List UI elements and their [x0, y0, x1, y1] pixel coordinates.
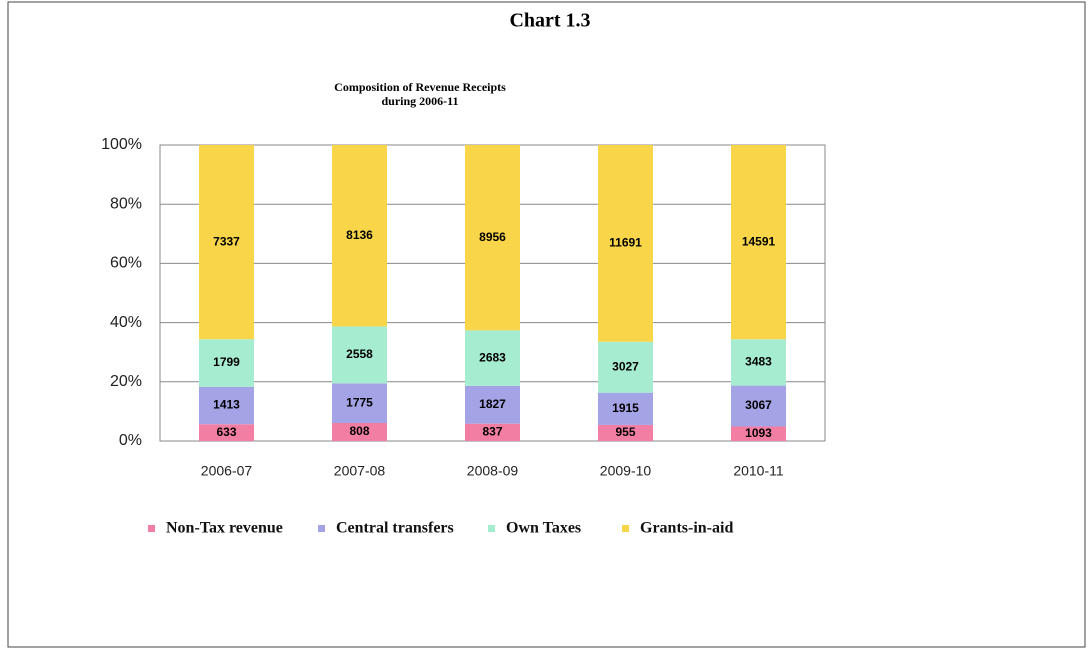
bar-segment — [731, 385, 786, 427]
bar-segment — [199, 339, 254, 387]
data-label: 2683 — [479, 350, 506, 364]
bar-segment — [598, 341, 653, 393]
x-tick-label: 2010-11 — [733, 463, 784, 479]
data-label: 955 — [615, 425, 635, 439]
bar-segment — [199, 145, 254, 340]
y-tick-label: 60% — [110, 255, 142, 272]
bar-segment — [332, 326, 387, 384]
data-label: 837 — [482, 425, 502, 439]
legend-swatch — [488, 525, 495, 532]
legend-label: Non-Tax revenue — [166, 520, 283, 537]
bar-segment — [332, 383, 387, 423]
bar-segment — [731, 145, 786, 340]
bar-segment — [598, 424, 653, 441]
legend-label: Own Taxes — [506, 520, 581, 537]
data-label: 8956 — [479, 230, 506, 244]
legend-label: Grants-in-aid — [640, 520, 733, 537]
data-label: 2558 — [346, 347, 373, 361]
legend-swatch — [318, 525, 325, 532]
data-label: 3067 — [745, 398, 772, 412]
data-label: 8136 — [346, 228, 373, 242]
x-tick-label: 2008-09 — [467, 463, 519, 479]
legend-swatch — [622, 525, 629, 532]
x-tick-label: 2006-07 — [201, 463, 253, 479]
bar-segment — [731, 426, 786, 441]
chart-title: Chart 1.3 — [509, 10, 590, 32]
data-label: 1799 — [213, 355, 240, 369]
bar-segment — [731, 339, 786, 386]
bar-segment — [598, 145, 653, 342]
data-label: 3027 — [612, 359, 639, 373]
legend-label: Central transfers — [336, 520, 454, 537]
data-label: 11691 — [609, 236, 642, 250]
y-tick-label: 80% — [110, 195, 142, 212]
data-label: 7337 — [213, 234, 240, 248]
bar-segment — [598, 392, 653, 425]
bar-segment — [465, 423, 520, 441]
data-label: 1775 — [346, 395, 373, 409]
data-label: 3483 — [745, 355, 772, 369]
y-tick-label: 40% — [110, 314, 142, 331]
x-tick-label: 2009-10 — [600, 463, 652, 479]
bar-segment — [199, 424, 254, 441]
bar-segment — [332, 422, 387, 441]
data-label: 1827 — [479, 397, 506, 411]
data-label: 808 — [349, 424, 369, 438]
bar-segment — [332, 145, 387, 327]
frame — [7, 1, 1086, 648]
data-label: 1093 — [745, 426, 772, 440]
legend-swatch — [148, 525, 155, 532]
data-label: 633 — [216, 425, 236, 439]
data-label: 1915 — [612, 401, 639, 415]
x-tick-label: 2007-08 — [334, 463, 386, 479]
y-tick-label: 20% — [110, 373, 142, 390]
chart-subtitle: Composition of Revenue Receipts — [334, 80, 506, 94]
y-tick-label: 0% — [119, 432, 142, 449]
chart-subtitle: during 2006-11 — [381, 94, 458, 108]
y-tick-label: 100% — [101, 136, 142, 153]
bar-segment — [465, 145, 520, 331]
bar-segment — [199, 386, 254, 425]
data-label: 14591 — [742, 234, 776, 248]
bar-segment — [465, 385, 520, 424]
data-label: 1413 — [213, 398, 240, 412]
bar-segment — [465, 330, 520, 386]
